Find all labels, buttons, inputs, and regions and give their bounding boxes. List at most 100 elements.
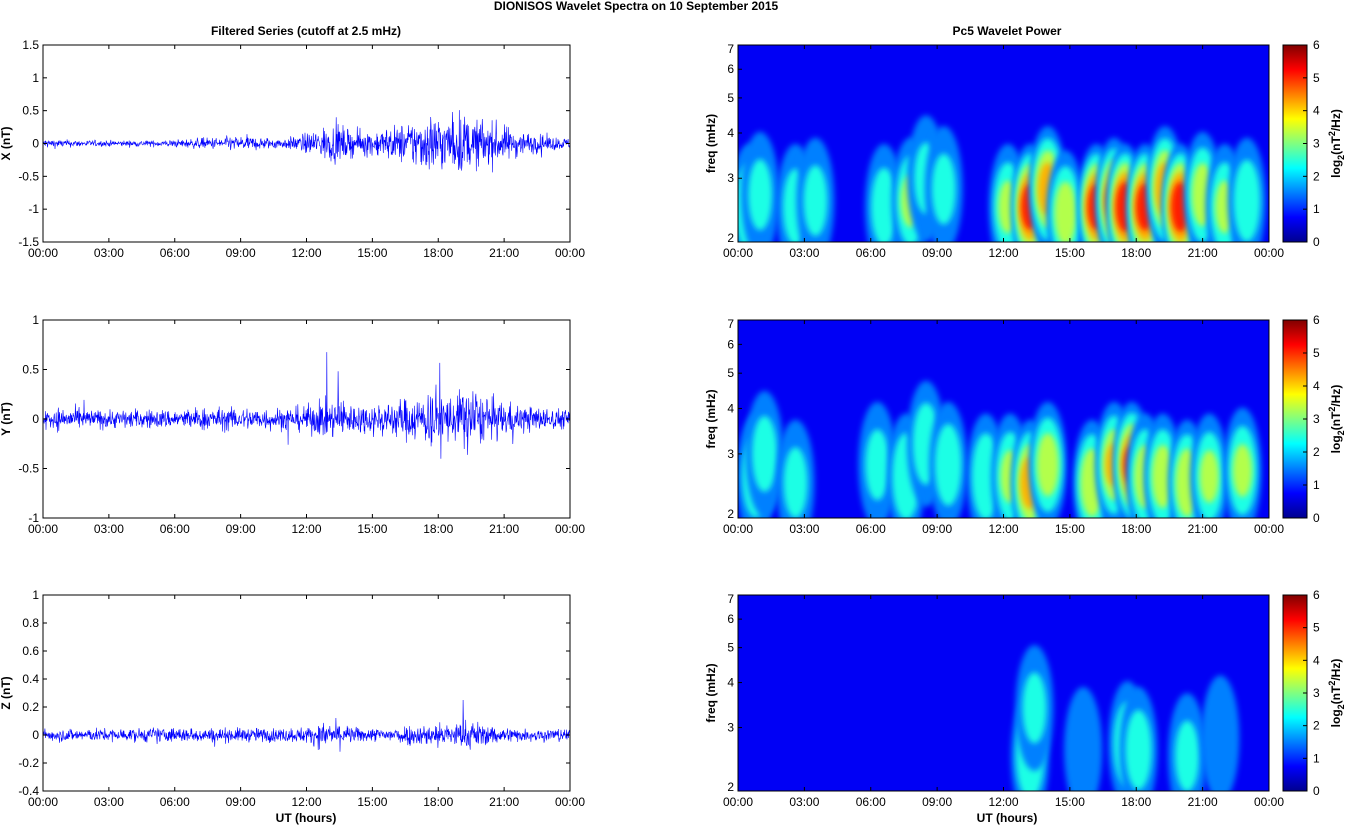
power-contour: [1036, 433, 1059, 497]
x-tick-label: 09:00: [922, 795, 952, 809]
x-tick-label: 21:00: [489, 246, 519, 260]
x-tick-label: 21:00: [489, 522, 519, 536]
colorbar-tick-label: 4: [1313, 104, 1320, 118]
power-contour: [803, 165, 828, 237]
y-axis-label: X (nT): [0, 127, 13, 161]
y-tick-label: -0.5: [18, 169, 39, 183]
y-tick-label: 5: [727, 641, 734, 655]
heatmap-cells: [738, 380, 1262, 518]
colorbar-tick-label: 5: [1313, 621, 1320, 635]
heatmap-cells: [1011, 644, 1240, 791]
power-contour: [1199, 450, 1219, 503]
right-column-title: Pc5 Wavelet Power: [953, 24, 1062, 38]
signal-line: [42, 699, 571, 752]
power-contour: [871, 167, 897, 242]
x-axis-right-3: 00:00 03:00 06:00 09:00 12:00 15:00 18:00 21:00…: [723, 45, 1284, 260]
x-tick-label: 03:00: [94, 795, 124, 809]
x-tick-label: 09:00: [226, 795, 256, 809]
y-tick-label: 0: [32, 728, 39, 742]
y-tick-label: 1: [32, 588, 39, 602]
colorbar-label: log2(nT2/Hz): [1327, 659, 1346, 728]
wavelet-panel-4: 2 3 4 5 6 7 freq (mHz) 0 1 2 3 4 5 6 log2(nT2/Hz): [704, 313, 1346, 525]
x-tick-label: 09:00: [922, 522, 952, 536]
x-tick-label: 06:00: [160, 795, 190, 809]
x-tick-label: 18:00: [1121, 522, 1151, 536]
x-tick-label: 00:00: [555, 246, 585, 260]
y-tick-label: 0.4: [22, 672, 39, 686]
time-series-panel-2: -0.4 -0.2 0 0.2 0.4 0.6 0.8 1 Z (nT): [0, 588, 571, 798]
power-contour: [934, 423, 962, 506]
y-tick-label: 0: [32, 412, 39, 426]
y-tick-label: 0.5: [22, 363, 39, 377]
colorbar-tick-label: 3: [1313, 686, 1320, 700]
y-axis-label: freq (mHz): [704, 389, 718, 448]
colorbar-tick-label: 6: [1313, 313, 1320, 327]
x-tick-label: 12:00: [988, 246, 1018, 260]
x-axis-right-5: 00:00 03:00 06:00 09:00 12:00 15:00 18:00 21:00…: [723, 595, 1284, 809]
colorbar-tick-label: 4: [1313, 653, 1320, 667]
colorbar-tick-label: 6: [1313, 38, 1320, 52]
power-contour: [751, 415, 778, 492]
x-axis-left-0: 00:00 03:00 06:00 09:00 12:00 15:00 18:00 21:00…: [28, 45, 585, 260]
x-tick-label: 00:00: [723, 795, 753, 809]
y-tick-label: 7: [727, 317, 734, 331]
x-axis-label-right: UT (hours): [977, 811, 1038, 825]
x-tick-label: 09:00: [922, 246, 952, 260]
x-tick-label: 00:00: [28, 795, 58, 809]
y-tick-label: 5: [727, 91, 734, 105]
y-tick-label: 1: [32, 71, 39, 85]
power-contour: [1232, 444, 1253, 497]
x-tick-label: 15:00: [357, 795, 387, 809]
colorbar-tick-label: 2: [1313, 169, 1320, 183]
y-tick-label: -1: [28, 202, 39, 216]
colorbar: 0 1 2 3 4 5 6 log2(nT2/Hz): [1282, 588, 1346, 798]
x-tick-label: 00:00: [555, 522, 585, 536]
colorbar-tick-label: 0: [1313, 235, 1320, 249]
colorbar-tick-label: 4: [1313, 379, 1320, 393]
x-tick-label: 00:00: [1254, 246, 1284, 260]
colorbar-tick-label: 0: [1313, 511, 1320, 525]
y-tick-label: 3: [727, 447, 734, 461]
x-tick-label: 09:00: [226, 522, 256, 536]
x-axis-right-4: 00:00 03:00 06:00 09:00 12:00 15:00 18:00 21:00…: [723, 320, 1284, 536]
y-tick-label: 0: [32, 137, 39, 151]
y-tick-label: -0.5: [18, 462, 39, 476]
signal-line: [42, 352, 571, 459]
power-contour: [1201, 675, 1240, 791]
power-contour: [1151, 444, 1174, 509]
y-tick-label: 7: [727, 592, 734, 606]
left-column-title: Filtered Series (cutoff at 2.5 mHz): [211, 24, 401, 38]
x-tick-label: 21:00: [1188, 246, 1218, 260]
colorbar-tick-label: 1: [1313, 478, 1320, 492]
x-tick-label: 12:00: [291, 246, 321, 260]
x-tick-label: 00:00: [1254, 795, 1284, 809]
x-tick-label: 12:00: [988, 795, 1018, 809]
y-tick-label: 0.8: [22, 616, 39, 630]
y-axis-label: freq (mHz): [704, 114, 718, 173]
y-tick-label: 4: [727, 401, 734, 415]
y-tick-label: -0.2: [18, 756, 39, 770]
power-contour: [1125, 709, 1152, 791]
signal-line: [42, 110, 571, 173]
colorbar-tick-label: 2: [1313, 719, 1320, 733]
x-tick-label: 15:00: [357, 246, 387, 260]
colorbar-tick-label: 3: [1313, 137, 1320, 151]
x-tick-label: 03:00: [789, 246, 819, 260]
power-contour: [931, 153, 956, 225]
x-axis-label-left: UT (hours): [276, 811, 337, 825]
power-contour: [1022, 672, 1047, 744]
colorbar-label: log2(nT2/Hz): [1327, 109, 1346, 178]
colorbar: 0 1 2 3 4 5 6 log2(nT2/Hz): [1282, 38, 1346, 249]
colorbar-label: log2(nT2/Hz): [1327, 385, 1346, 454]
y-tick-label: 3: [727, 721, 734, 735]
y-axis-label: freq (mHz): [704, 663, 718, 722]
y-tick-label: 4: [727, 126, 734, 140]
y-tick-label: 3: [727, 171, 734, 185]
y-tick-label: 6: [727, 337, 734, 351]
x-tick-label: 12:00: [988, 522, 1018, 536]
y-tick-label: 6: [727, 62, 734, 76]
x-tick-label: 12:00: [291, 795, 321, 809]
y-tick-label: 0.6: [22, 644, 39, 658]
x-tick-label: 21:00: [1188, 522, 1218, 536]
